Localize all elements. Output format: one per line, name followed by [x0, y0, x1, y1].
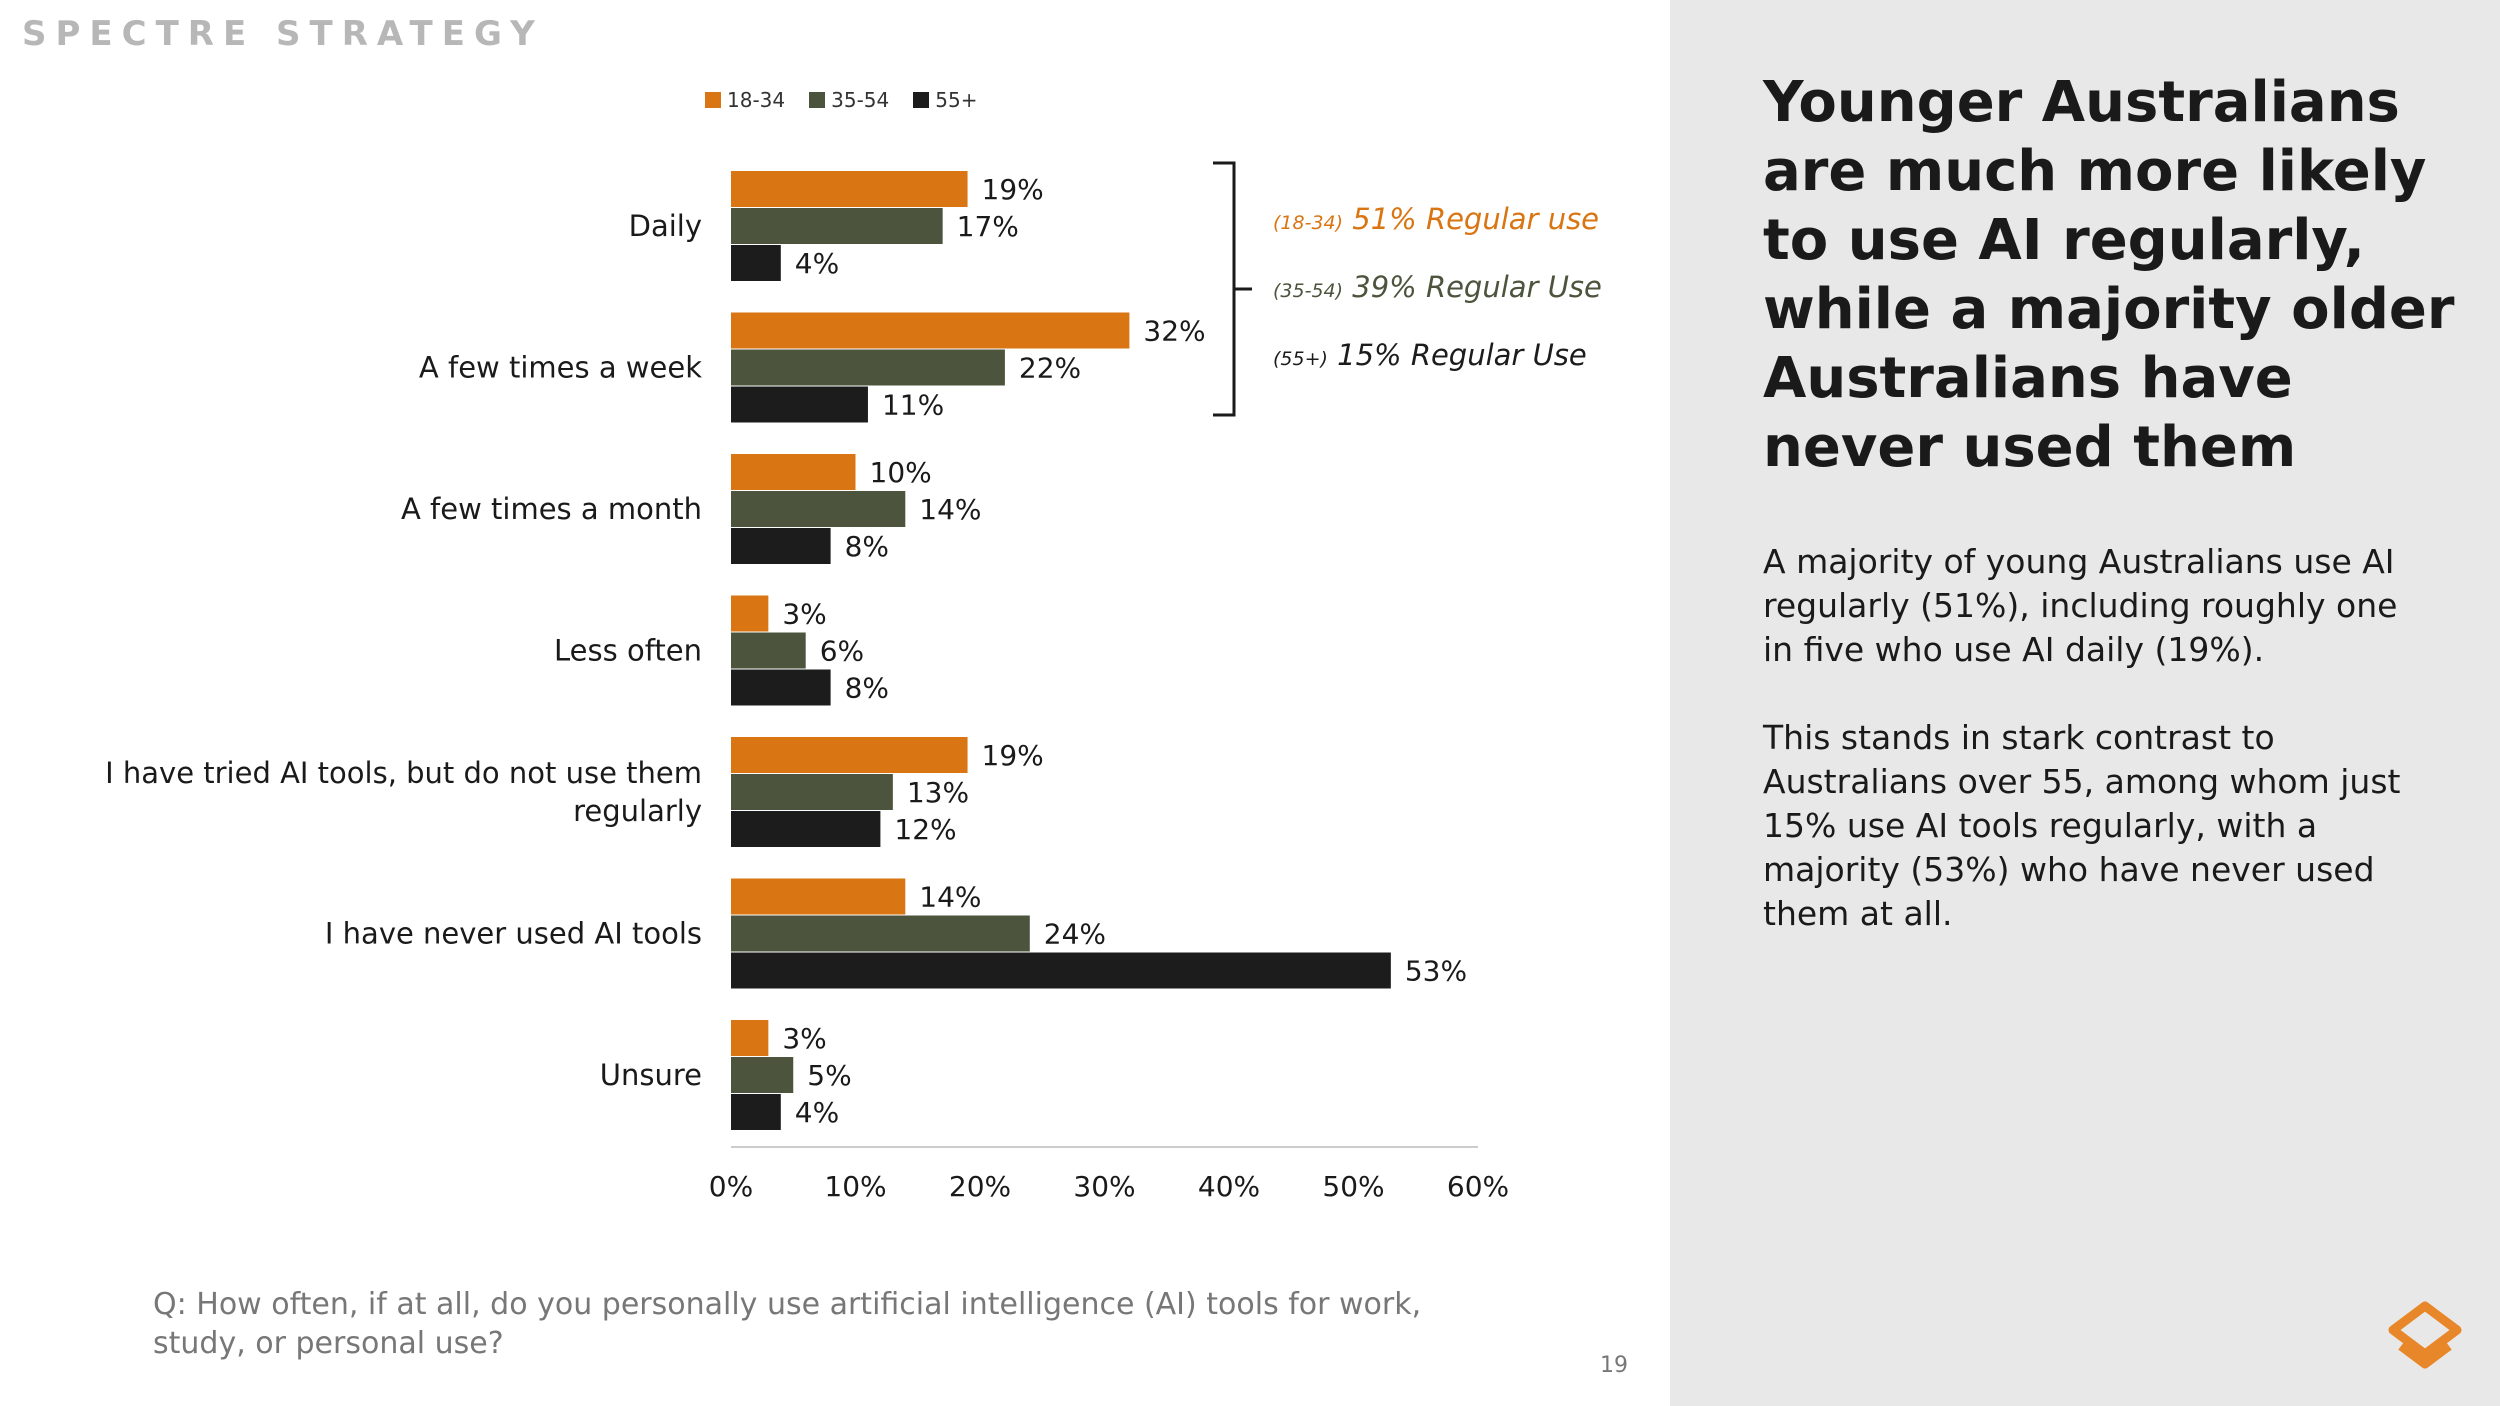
- data-label-55+-4: 12%: [894, 813, 956, 846]
- data-label-35-54-5: 24%: [1044, 918, 1106, 951]
- data-label-18-34-5: 14%: [919, 881, 981, 914]
- bar-35-54-2: [731, 491, 906, 527]
- summary-body: A majority of young Australians use AI r…: [1763, 540, 2403, 980]
- bar-35-54-3: [731, 632, 806, 669]
- bar-35-54-0: [731, 208, 943, 244]
- bar-18-34-0: [731, 171, 968, 207]
- data-label-55+-2: 8%: [845, 530, 889, 563]
- data-label-18-34-4: 19%: [982, 739, 1044, 772]
- regular-use-bracket: [1213, 161, 1252, 417]
- bar-55+-2: [731, 528, 831, 564]
- bar-55+-4: [731, 811, 881, 847]
- brand-wordmark: SPECTRE STRATEGY: [22, 14, 544, 54]
- legend-swatch-35-54: [809, 92, 826, 108]
- annotation-55-plus-prefix: (55+): [1273, 348, 1328, 370]
- bar-35-54-6: [731, 1057, 794, 1093]
- bar-55+-0: [731, 245, 781, 281]
- bar-35-54-5: [731, 915, 1030, 952]
- legend-item-55-plus: 55+: [913, 88, 977, 112]
- annotation-18-34-prefix: (18-34): [1273, 212, 1344, 234]
- category-label-4-1: regularly: [573, 794, 702, 828]
- x-tick-label-50: 50%: [1322, 1170, 1384, 1203]
- bar-55+-6: [731, 1094, 781, 1130]
- bar-18-34-6: [731, 1020, 769, 1056]
- annotation-18-34: (18-34) 51% Regular use: [1273, 202, 1599, 236]
- bar-35-54-1: [731, 349, 1005, 386]
- summary-paragraph-1: A majority of young Australians use AI r…: [1763, 542, 2398, 669]
- annotation-55-plus-text: 15% Regular Use: [1337, 338, 1587, 372]
- data-label-18-34-2: 10%: [870, 456, 932, 489]
- data-label-35-54-3: 6%: [820, 635, 864, 668]
- data-label-55+-1: 11%: [882, 389, 944, 422]
- category-label-0-0: Daily: [629, 209, 702, 243]
- legend-label-55-plus: 55+: [935, 88, 978, 112]
- legend-item-35-54: 35-54: [809, 88, 889, 112]
- data-label-18-34-3: 3%: [782, 598, 826, 631]
- survey-question-footnote: Q: How often, if at all, do you personal…: [153, 1287, 1422, 1361]
- data-label-35-54-1: 22%: [1019, 352, 1081, 385]
- bar-35-54-4: [731, 774, 893, 810]
- data-label-18-34-0: 19%: [982, 173, 1044, 206]
- data-label-55+-5: 53%: [1405, 955, 1467, 988]
- legend-label-18-34: 18-34: [727, 88, 786, 112]
- x-tick-label-60: 60%: [1447, 1170, 1509, 1203]
- annotation-35-54: (35-54) 39% Regular Use: [1273, 270, 1602, 304]
- category-label-2-0: A few times a month: [401, 492, 702, 526]
- bar-18-34-2: [731, 454, 856, 490]
- category-label-3-0: Less often: [554, 634, 702, 668]
- bar-55+-1: [731, 386, 868, 423]
- summary-paragraph-2: This stands in stark contrast to Austral…: [1763, 718, 2401, 933]
- annotation-55-plus: (55+) 15% Regular Use: [1273, 338, 1587, 372]
- data-label-35-54-6: 5%: [807, 1059, 851, 1092]
- bar-18-34-4: [731, 737, 968, 773]
- data-label-18-34-1: 32%: [1143, 315, 1205, 348]
- legend-swatch-55-plus: [913, 92, 930, 108]
- bar-chart: 19% 17% 4% Daily 32% 22% 11% A few times a week…: [105, 161, 1509, 1203]
- legend-swatch-18-34: [705, 92, 721, 108]
- x-tick-label-40: 40%: [1198, 1170, 1260, 1203]
- bar-18-34-3: [731, 595, 769, 632]
- chart-legend: 18-34 35-54 55+: [705, 88, 977, 112]
- legend-item-18-34: 18-34: [705, 88, 785, 112]
- data-label-35-54-2: 14%: [919, 493, 981, 526]
- bar-18-34-1: [731, 312, 1130, 349]
- data-label-55+-6: 4%: [795, 1096, 839, 1129]
- bar-18-34-5: [731, 878, 906, 915]
- x-tick-label-0: 0%: [709, 1170, 753, 1203]
- x-tick-label-20: 20%: [949, 1170, 1011, 1203]
- data-label-55+-3: 8%: [845, 672, 889, 705]
- annotation-35-54-text: 39% Regular Use: [1352, 270, 1602, 304]
- data-label-55+-0: 4%: [795, 247, 839, 280]
- annotation-35-54-prefix: (35-54): [1273, 280, 1344, 302]
- page-number: 19: [1600, 1353, 1628, 1378]
- x-tick-label-10: 10%: [824, 1170, 886, 1203]
- category-label-6-0: Unsure: [600, 1058, 702, 1092]
- spectre-logo-icon: [2388, 1301, 2462, 1369]
- legend-label-35-54: 35-54: [831, 88, 890, 112]
- data-label-35-54-0: 17%: [957, 210, 1019, 243]
- category-label-1-0: A few times a week: [419, 351, 702, 385]
- x-tick-label-30: 30%: [1073, 1170, 1135, 1203]
- category-label-4-0: I have tried AI tools, but do not use th…: [105, 756, 702, 790]
- right-summary-panel: [1670, 0, 2500, 1406]
- bar-55+-5: [731, 952, 1391, 989]
- annotation-18-34-text: 51% Regular use: [1352, 202, 1600, 236]
- headline: Younger Australians are much more likely…: [1763, 70, 2455, 480]
- data-label-18-34-6: 3%: [782, 1022, 826, 1055]
- bar-55+-3: [731, 669, 831, 706]
- category-label-5-0: I have never used AI tools: [325, 917, 702, 951]
- data-label-35-54-4: 13%: [907, 776, 969, 809]
